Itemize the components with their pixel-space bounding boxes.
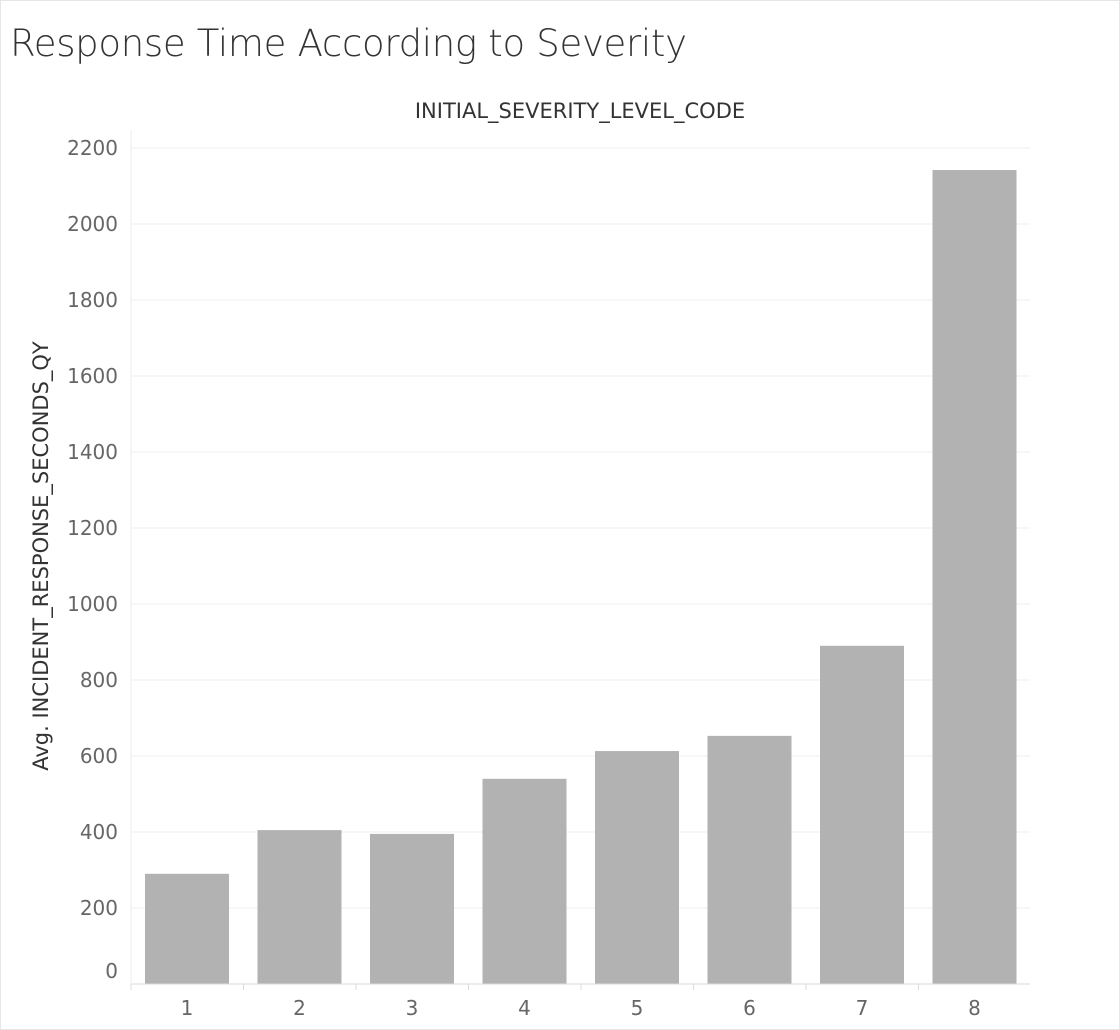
- x-axis-title: INITIAL_SEVERITY_LEVEL_CODE: [415, 99, 745, 124]
- y-tick-label: 1200: [67, 516, 118, 540]
- x-tick-label: 7: [856, 996, 869, 1020]
- y-tick-label: 2200: [67, 136, 118, 160]
- bar: [482, 778, 567, 984]
- x-tick-label: 3: [406, 996, 419, 1020]
- bar: [370, 833, 454, 984]
- bar: [595, 751, 679, 984]
- y-tick-label: 1600: [67, 364, 118, 388]
- bar: [932, 170, 1017, 985]
- bar: [820, 645, 904, 984]
- x-tick-label: 5: [631, 996, 644, 1020]
- y-tick-label: 400: [80, 820, 118, 844]
- bar: [707, 735, 792, 984]
- y-tick-label: 800: [80, 668, 118, 692]
- y-tick-label: 600: [80, 744, 118, 768]
- bar: [145, 873, 229, 984]
- bars: [145, 170, 1017, 985]
- y-tick-label: 1000: [67, 592, 118, 616]
- y-tick-label: 200: [80, 896, 118, 920]
- y-tick-label: 1800: [67, 288, 118, 312]
- y-tick-label: 0: [105, 959, 118, 983]
- page-title: Response Time According to Severity: [10, 22, 687, 65]
- y-tick-label: 2000: [67, 212, 118, 236]
- y-tick-label: 1400: [67, 440, 118, 464]
- x-tick-label: 8: [968, 996, 981, 1020]
- bar: [257, 830, 342, 984]
- x-tick-label: 1: [181, 996, 194, 1020]
- x-tick-label: 2: [293, 996, 306, 1020]
- x-tick-label: 6: [743, 996, 756, 1020]
- y-axis-title: Avg. INCIDENT_RESPONSE_SECONDS_QY: [29, 341, 54, 771]
- x-axis-ticks: 1 2 3 4 5 6 7 8: [130, 984, 981, 1020]
- x-tick-label: 4: [518, 996, 531, 1020]
- y-axis-ticks: 0 200 400 600 800 1000 1200 1400 1600 1800 2000 220…: [67, 136, 118, 983]
